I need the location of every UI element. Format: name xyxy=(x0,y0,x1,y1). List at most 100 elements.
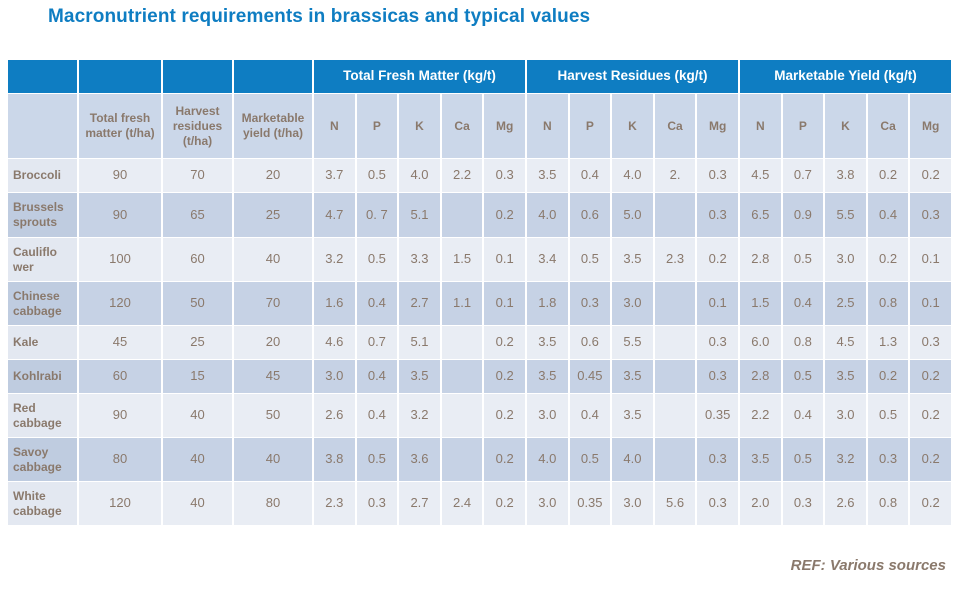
value-cell: 0.3 xyxy=(695,325,740,360)
value-cell: 50 xyxy=(232,393,314,438)
table-row: Chinese cabbage 120 50 70 1.6 0.4 2.7 1.1 0.1 1.8… xyxy=(6,281,953,326)
value-cell: 3.8 xyxy=(823,158,868,193)
value-cell: 4.0 xyxy=(524,192,570,238)
value-cell: 0.35 xyxy=(695,393,740,438)
value-cell: 3.0 xyxy=(524,393,570,438)
value-cell: 0.2 xyxy=(482,437,527,482)
sub-header-blank xyxy=(6,93,79,159)
value-cell: 40 xyxy=(161,481,234,526)
value-cell: 70 xyxy=(232,281,314,326)
value-cell: 3.0 xyxy=(610,281,655,326)
value-cell: 0.3 xyxy=(695,481,740,526)
value-cell: 5.6 xyxy=(652,481,698,526)
value-cell: 0.6 xyxy=(567,192,613,238)
value-cell: 3.5 xyxy=(610,393,655,438)
value-cell: 90 xyxy=(77,393,163,438)
value-cell: 1.8 xyxy=(524,281,570,326)
value-cell: 3.5 xyxy=(823,359,868,394)
value-cell: 2.6 xyxy=(823,481,868,526)
value-cell: 0.3 xyxy=(780,481,826,526)
crop-label: White cabbage xyxy=(6,481,79,526)
value-cell: 120 xyxy=(77,481,163,526)
value-cell: 4.7 xyxy=(312,192,357,238)
value-cell: 0.2 xyxy=(482,192,527,238)
value-cell: 65 xyxy=(161,192,234,238)
value-cell: 5.5 xyxy=(823,192,868,238)
value-cell: 120 xyxy=(77,281,163,326)
sub-header-nutrient: Ca xyxy=(652,93,698,159)
group-header-blank xyxy=(6,59,79,94)
value-cell: 0.1 xyxy=(482,281,527,326)
value-cell: 0.2 xyxy=(908,393,953,438)
value-cell: 3.4 xyxy=(524,237,570,282)
value-cell xyxy=(439,437,485,482)
value-cell xyxy=(652,192,698,238)
value-cell: 3.5 xyxy=(738,437,783,482)
value-cell: 0. 7 xyxy=(354,192,400,238)
value-cell: 0.3 xyxy=(695,437,740,482)
value-cell: 0.2 xyxy=(908,359,953,394)
value-cell: 0.4 xyxy=(354,393,400,438)
group-header: Harvest Residues (kg/t) xyxy=(524,59,741,94)
crop-label: Savoy cabbage xyxy=(6,437,79,482)
value-cell xyxy=(439,325,485,360)
value-cell: 90 xyxy=(77,192,163,238)
crop-label: Chinese cabbage xyxy=(6,281,79,326)
value-cell xyxy=(439,393,485,438)
value-cell: 2.7 xyxy=(397,481,442,526)
value-cell: 0.7 xyxy=(780,158,826,193)
value-cell: 3.5 xyxy=(610,359,655,394)
value-cell: 4.0 xyxy=(524,437,570,482)
table-head: Total Fresh Matter (kg/t) Harvest Residue… xyxy=(6,59,953,159)
group-header-blank xyxy=(77,59,163,94)
value-cell: 3.0 xyxy=(610,481,655,526)
value-cell: 0.9 xyxy=(780,192,826,238)
value-cell: 4.0 xyxy=(610,437,655,482)
value-cell: 0.1 xyxy=(695,281,740,326)
value-cell: 5.0 xyxy=(610,192,655,238)
sub-header-nutrient: P xyxy=(567,93,613,159)
value-cell: 4.0 xyxy=(610,158,655,193)
value-cell: 25 xyxy=(232,192,314,238)
value-cell xyxy=(652,359,698,394)
value-cell: 0.4 xyxy=(567,158,613,193)
value-cell: 0.5 xyxy=(354,158,400,193)
value-cell: 0.2 xyxy=(482,359,527,394)
value-cell: 0.2 xyxy=(865,359,911,394)
sub-header-nutrient: K xyxy=(397,93,442,159)
value-cell: 40 xyxy=(232,237,314,282)
value-cell: 100 xyxy=(77,237,163,282)
value-cell: 0.8 xyxy=(865,481,911,526)
value-cell: 0.3 xyxy=(482,158,527,193)
page-title: Macronutrient requirements in brassicas … xyxy=(48,6,591,27)
value-cell: 0.2 xyxy=(865,237,911,282)
sub-header-nutrient: P xyxy=(780,93,826,159)
table-row: Savoy cabbage 80 40 40 3.8 0.5 3.6 0.2 4.0 0.5 4.0… xyxy=(6,437,953,482)
group-header: Total Fresh Matter (kg/t) xyxy=(312,59,527,94)
value-cell: 3.5 xyxy=(524,158,570,193)
value-cell: 45 xyxy=(232,359,314,394)
value-cell: 0.3 xyxy=(695,192,740,238)
value-cell: 0.7 xyxy=(354,325,400,360)
value-cell: 3.5 xyxy=(524,325,570,360)
table-row: Cauliflo wer 100 60 40 3.2 0.5 3.3 1.5 0.1 3.4 0.5… xyxy=(6,237,953,282)
value-cell: 6.5 xyxy=(738,192,783,238)
value-cell: 3.7 xyxy=(312,158,357,193)
value-cell: 0.8 xyxy=(780,325,826,360)
value-cell: 0.4 xyxy=(780,393,826,438)
value-cell: 2. xyxy=(652,158,698,193)
value-cell: 0.3 xyxy=(695,158,740,193)
sub-header-nutrient: Ca xyxy=(439,93,485,159)
value-cell: 2.8 xyxy=(738,237,783,282)
value-cell: 2.2 xyxy=(439,158,485,193)
value-cell xyxy=(652,325,698,360)
value-cell: 2.4 xyxy=(439,481,485,526)
sub-header-nutrient: Mg xyxy=(695,93,740,159)
value-cell: 3.2 xyxy=(397,393,442,438)
sub-header-nutrient: K xyxy=(823,93,868,159)
value-cell: 20 xyxy=(232,158,314,193)
value-cell: 0.3 xyxy=(908,192,953,238)
value-cell xyxy=(652,393,698,438)
sub-header-lead: Harvest residues (t/ha) xyxy=(161,93,234,159)
